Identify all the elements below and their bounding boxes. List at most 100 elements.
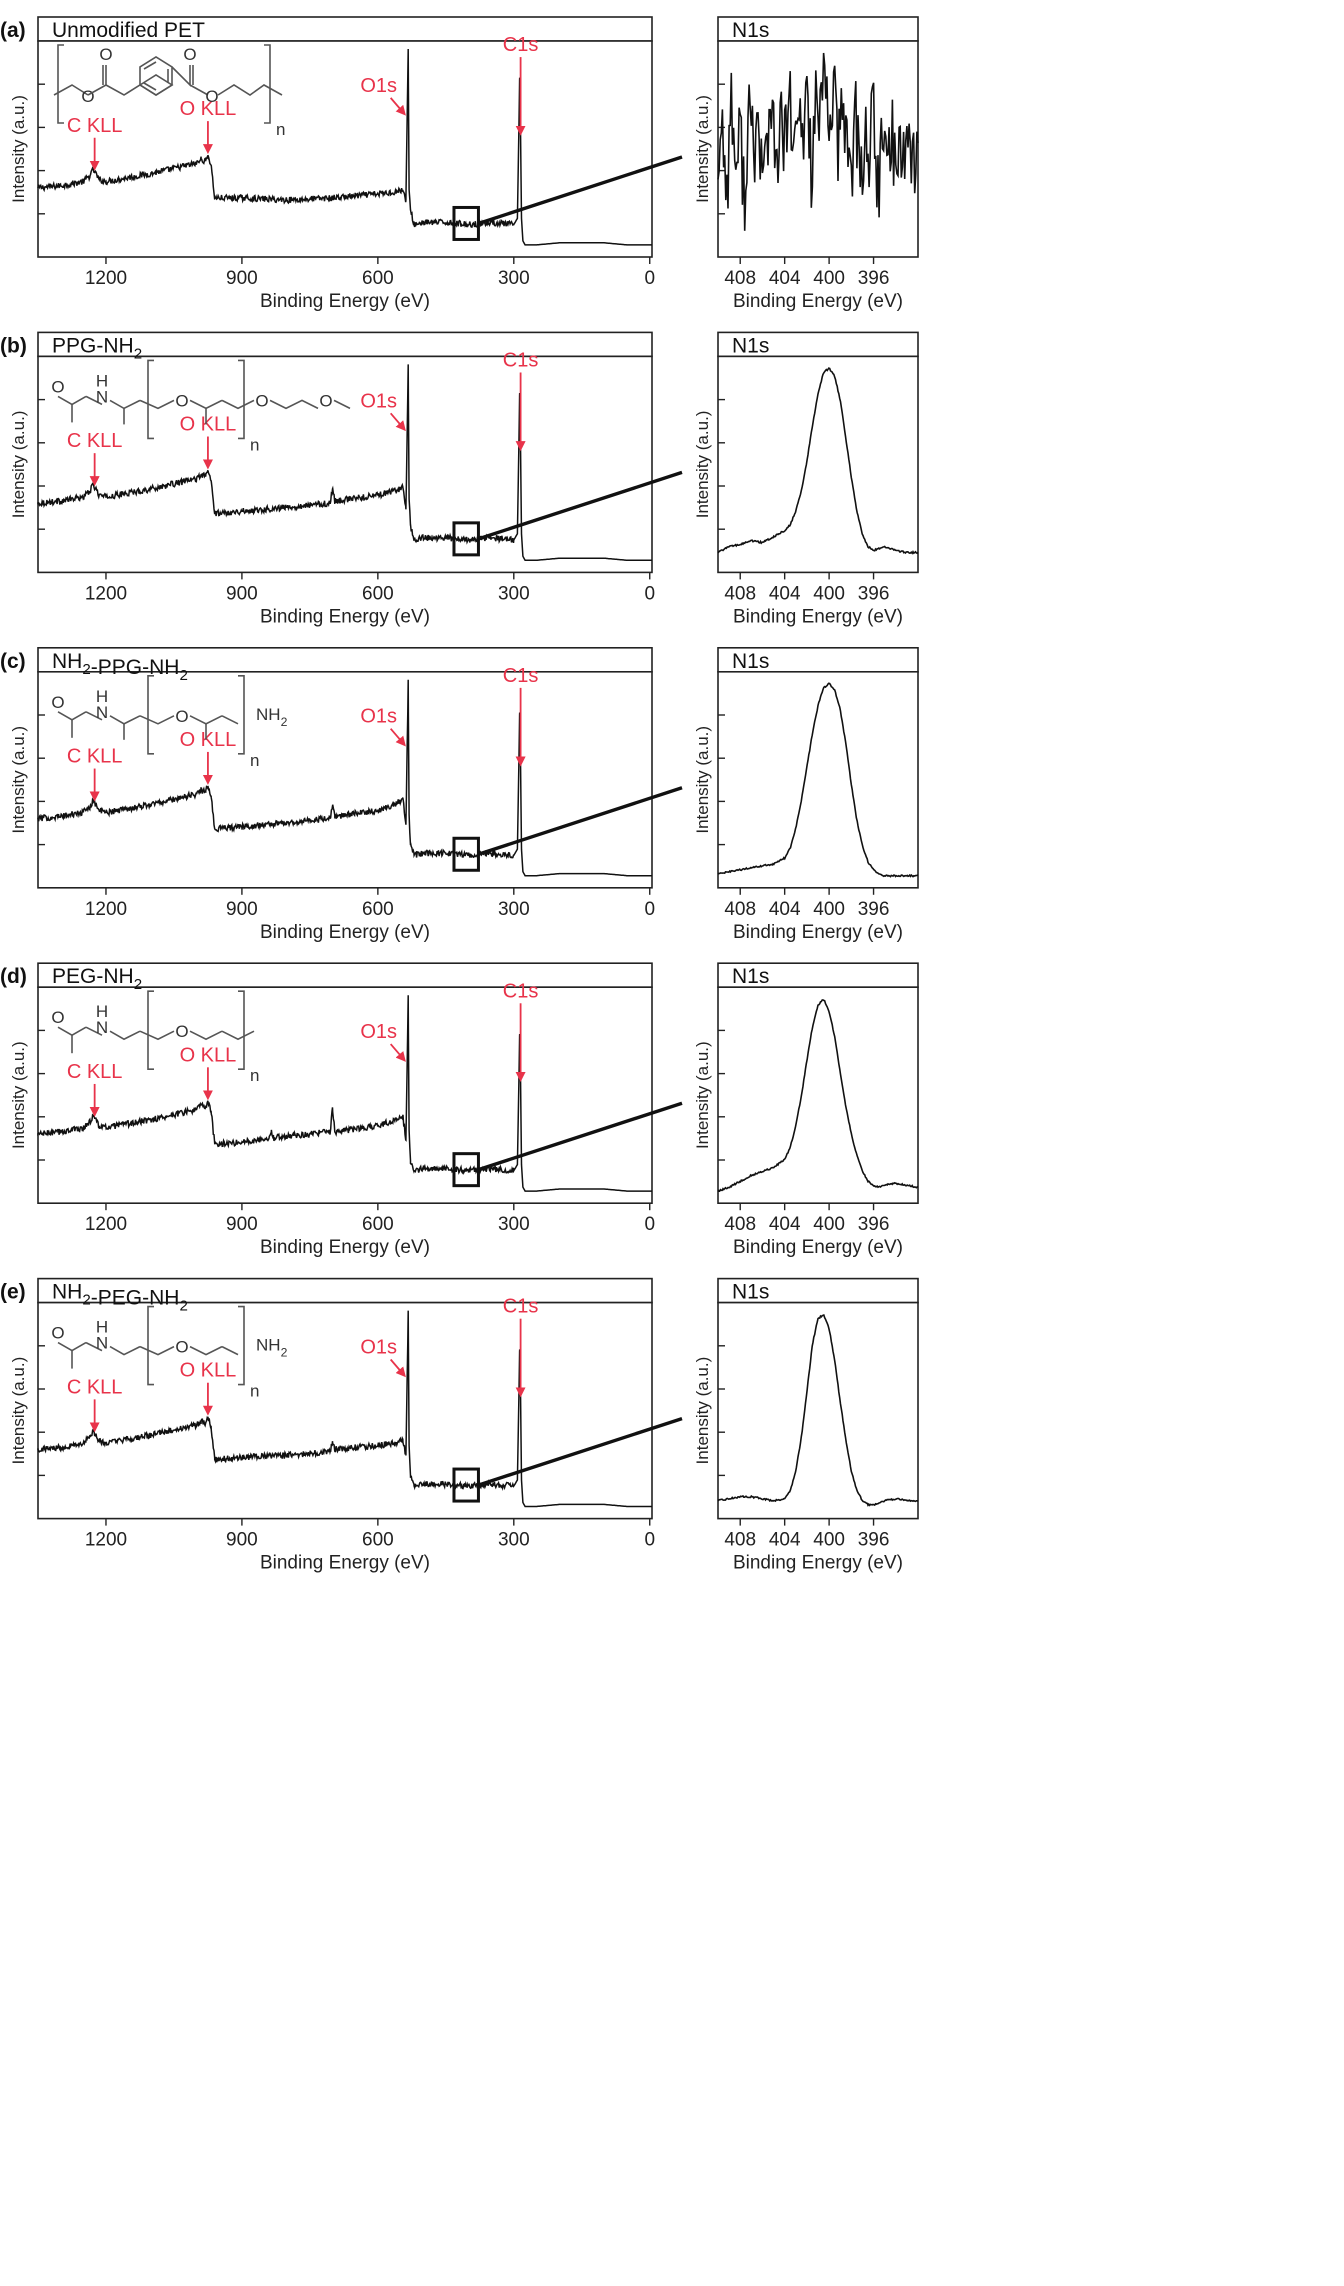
x-tick-label: 600: [362, 1214, 394, 1235]
inset-y-axis-label: Intensity (a.u.): [693, 1357, 712, 1465]
x-tick-label: 1200: [85, 899, 127, 920]
inset-x-tick-label: 396: [858, 1530, 890, 1551]
inset-title: N1s: [732, 650, 769, 673]
structure-bond: [143, 61, 157, 70]
inset-x-axis-label: Binding Energy (eV): [733, 1237, 903, 1258]
inset-y-axis-label: Intensity (a.u.): [693, 411, 712, 519]
survey-spectrum-line: [37, 48, 652, 246]
inset-y-axis-label: Intensity (a.u.): [693, 95, 712, 203]
inset-x-tick-label: 404: [769, 1530, 801, 1551]
panel-4: PEG-NH2 1200 900 600 300 0 Binding Energy (eV)…: [0, 962, 919, 1258]
x-tick-label: 0: [644, 1530, 655, 1551]
structure-atom-label: O: [255, 391, 268, 410]
structure-bond: [189, 1030, 223, 1041]
inset-x-tick-label: 400: [813, 268, 845, 289]
structure-atom-label: N: [96, 387, 108, 406]
inset-x-tick-label: 408: [724, 268, 756, 289]
structure-atom-label: O: [319, 391, 332, 410]
zoom-box: [452, 836, 480, 872]
structure-atom-label: O: [99, 45, 112, 64]
inset-title: N1s: [732, 1281, 769, 1304]
structure-atom-label: O: [183, 45, 196, 64]
inset-title: N1s: [732, 334, 769, 357]
x-tick-label: 300: [498, 268, 530, 289]
inset-x-tick-label: 400: [813, 1214, 845, 1235]
panel-5: NH2-PEG-NH2 1200 900 600 300 0 Binding Energy …: [0, 1277, 919, 1574]
zoom-leader-line: [477, 1416, 683, 1487]
structure-bond: [221, 715, 239, 725]
structure-subscript-n: n: [276, 120, 285, 139]
structure-atom-label: O: [175, 707, 188, 726]
n1s-spectrum-line: [717, 1313, 919, 1507]
structure-bond: [57, 1026, 87, 1037]
zoom-leader-line: [477, 1101, 683, 1172]
structure-bond: [109, 1345, 141, 1356]
survey-spectrum-line: [37, 364, 652, 562]
structure-bond: [238, 990, 245, 1071]
structure-bond: [109, 1030, 141, 1041]
chemical-structure: O HN On O O: [51, 359, 351, 454]
structure-bond: [221, 399, 255, 410]
structure-atom-label: O: [81, 87, 94, 106]
y-axis-label: Intensity (a.u.): [9, 411, 28, 519]
structure-bond: [189, 1345, 223, 1356]
x-axis-label: Binding Energy (eV): [260, 606, 430, 627]
structure-subscript-n: n: [250, 1382, 259, 1401]
structure-bond: [238, 674, 245, 755]
survey-spectrum-plot: PPG-NH2 1200 900 600 300 0 Binding Energy (eV)…: [9, 331, 655, 627]
inset-x-tick-label: 396: [858, 1214, 890, 1235]
panel-title-bar: [37, 16, 653, 42]
inset-x-tick-label: 404: [769, 268, 801, 289]
survey-spectrum-line: [37, 679, 652, 877]
structure-bond: [85, 1341, 103, 1352]
x-tick-label: 900: [226, 1214, 258, 1235]
structure-amine-label: NH2: [256, 1336, 288, 1360]
structure-atom-label: N: [96, 1018, 108, 1037]
structure-subscript-n: n: [250, 435, 259, 454]
chemical-structure: O O O On: [53, 44, 285, 139]
panel-title-bar: [37, 1277, 653, 1304]
annotation-arrow: [389, 1358, 406, 1378]
panel-label: (c): [0, 650, 26, 673]
structure-bond: [147, 990, 154, 1071]
structure-atom-label: O: [205, 87, 218, 106]
structure-bond: [57, 44, 64, 124]
structure-bond: [139, 1345, 175, 1356]
inset-x-tick-label: 408: [724, 583, 756, 604]
panel-title: Unmodified PET: [52, 19, 205, 42]
inset-title-bar: [717, 962, 919, 989]
inset-x-tick-label: 408: [724, 1530, 756, 1551]
structure-bond: [264, 44, 271, 124]
x-tick-label: 600: [362, 1530, 394, 1551]
panel-title: NH2-PEG-NH2: [52, 1281, 188, 1315]
x-tick-label: 900: [226, 899, 258, 920]
structure-atom-label: O: [175, 391, 188, 410]
inset-title-bar: [717, 646, 919, 673]
zoom-leader-line: [477, 470, 683, 541]
x-tick-label: 900: [226, 268, 258, 289]
annotation-arrow: [389, 1043, 406, 1062]
x-tick-label: 1200: [85, 583, 127, 604]
structure-atom-label: N: [96, 703, 108, 722]
annotation-c-kll: C KLL: [67, 746, 123, 768]
panel-title-bar: [37, 331, 653, 358]
inset-x-tick-label: 400: [813, 1530, 845, 1551]
structure-atom-label: O: [51, 1008, 64, 1027]
inset-title-bar: [717, 331, 919, 358]
inset-frame: [717, 986, 919, 1205]
plot-frame: [37, 355, 653, 574]
inset-title-bar: [717, 1277, 919, 1304]
inset-title: N1s: [732, 965, 769, 988]
chemical-structure: O HN On NH2: [51, 1305, 288, 1401]
n1s-spectrum-line: [717, 999, 919, 1193]
annotation-c-kll: C KLL: [67, 430, 123, 452]
panel-label: (d): [0, 965, 27, 988]
structure-bond: [221, 1030, 255, 1041]
x-axis-label: Binding Energy (eV): [260, 1237, 430, 1258]
inset-x-tick-label: 408: [724, 1214, 756, 1235]
x-tick-label: 300: [498, 1214, 530, 1235]
annotation-c-kll: C KLL: [67, 1061, 123, 1083]
